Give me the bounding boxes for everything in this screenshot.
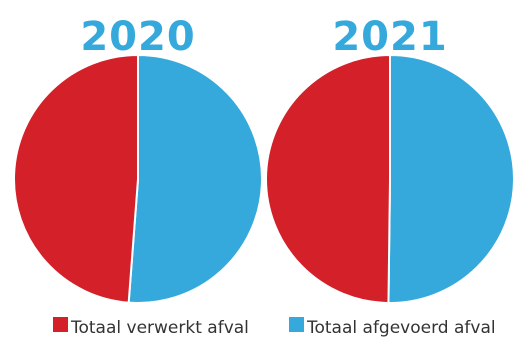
chart-title-2020: 2020 bbox=[80, 14, 195, 60]
pie-2020-slice-afgevoerd bbox=[127, 54, 263, 304]
legend-label-afgevoerd: Totaal afgevoerd afval bbox=[306, 318, 496, 338]
legend: Totaal verwerkt afval Totaal afgevoerd a… bbox=[53, 317, 496, 338]
pie-2020-slice-verwerkt bbox=[12, 54, 139, 304]
legend-swatch-verwerkt bbox=[53, 317, 68, 332]
pie-2021-slice-afgevoerd bbox=[387, 54, 515, 304]
pie-2021-slice-verwerkt bbox=[265, 54, 391, 304]
legend-swatch-afgevoerd bbox=[289, 317, 304, 332]
chart-title-2021: 2021 bbox=[332, 14, 447, 60]
legend-label-verwerkt: Totaal verwerkt afval bbox=[70, 318, 249, 338]
pies-group bbox=[12, 54, 515, 304]
